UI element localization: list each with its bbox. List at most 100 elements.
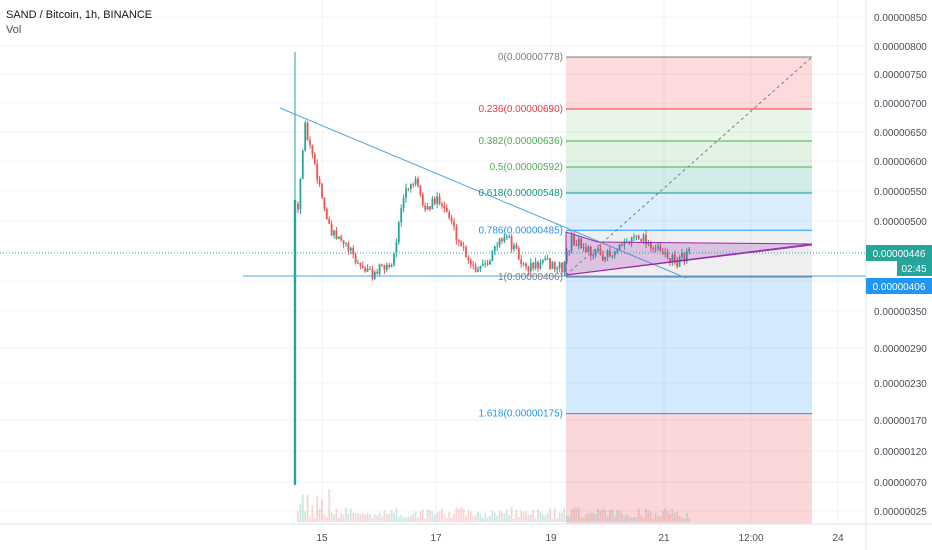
volume-bar [433,514,436,522]
candle-body [510,236,513,250]
volume-bar [426,509,429,522]
volume-bar [328,489,331,522]
volume-bar [570,509,573,522]
candle-body [570,235,573,251]
volume-bar [534,518,537,522]
candle-body [388,264,391,267]
volume-bar [539,511,542,522]
candle-body [321,184,323,198]
volume-bar [628,516,631,522]
volume-indicator-label[interactable]: Vol [6,24,22,36]
time-axis[interactable]: 15 17 19 21 12:00 24 [0,523,932,544]
drawings[interactable] [0,56,866,279]
volume-bar [587,512,590,522]
fib-level-label: 0.382(0.00000636) [478,136,563,147]
volume-bar [515,510,518,522]
candle-body [673,254,676,262]
candle-body [527,266,530,272]
candle-body [433,198,436,204]
volume-bar [441,508,443,522]
candle-body [352,247,355,255]
candle-body [585,247,587,252]
volume-bar [589,513,592,522]
volume-bar [316,495,319,522]
symbol-title[interactable]: SAND / Bitcoin, 1h, BINANCE [6,9,153,21]
volume-bar [642,517,645,522]
volume-bar [347,513,350,522]
candle-body [582,247,585,249]
volume-bar [436,512,439,522]
last-price-badge [866,245,932,261]
volume-bar [438,511,441,522]
candle-body [517,248,520,260]
volume-bar [402,517,405,522]
candle-body [645,234,647,245]
volume-bar [479,514,482,522]
time-tick-label: 12:00 [738,533,763,544]
volume-bar [561,512,563,522]
volume-bar [666,510,669,522]
fib-zone-extension [566,413,812,524]
candle-body [364,268,367,272]
candle-body [618,244,621,251]
volume-bar [445,518,448,522]
volume-bar [520,510,523,522]
candle-body [522,263,525,265]
candle-body [669,258,671,263]
volume-bar [330,512,333,522]
volume-bar [633,516,635,522]
fib-lines [566,56,812,415]
volume-bar [484,512,487,522]
candle-body [501,239,503,242]
volume-bar [681,517,683,522]
candle-body [553,262,556,270]
volume-bar [491,510,494,522]
volume-bar [364,514,367,522]
candle-body [520,259,523,265]
candle-body [462,246,465,248]
volume-bar [592,512,595,522]
candle-body [431,198,434,210]
candle-body [577,238,580,246]
descending-trendline [279,107,687,279]
candle-body [652,248,655,250]
volume-bar [395,507,398,522]
volume-bar [448,512,451,522]
candle-body-spike [293,200,297,485]
volume-bar [421,509,424,522]
volume-bar [318,508,321,522]
volume-bar [407,516,410,522]
candle-body [529,262,532,272]
candle-body [592,255,595,257]
candle-body [534,261,537,269]
candle-body [580,238,583,249]
volume-bar [345,508,347,522]
volume-bar [599,510,602,522]
candle-body [565,251,568,262]
volume-bar [621,513,623,522]
candle-body [515,245,518,249]
candle-body [405,188,407,198]
candle-body [448,212,451,218]
volume-bar [474,514,477,522]
candle-body [443,205,446,208]
volume-bar [556,518,559,522]
candle-body [573,235,575,245]
candle-body [335,230,338,240]
candle-body [383,265,386,270]
candle-body [544,258,547,260]
candle-body [349,247,352,251]
volume-bar [601,508,604,522]
candle-body [325,208,328,219]
volume-bar [465,515,467,522]
volume-bar [385,514,388,522]
candle-body [541,259,544,263]
price-tick-label: 0.00000070 [874,478,927,489]
candle-body [661,251,664,254]
ascending-trendline [565,244,813,276]
candle-body [424,205,427,210]
candle-body [400,208,403,223]
volume-bar [354,513,357,522]
